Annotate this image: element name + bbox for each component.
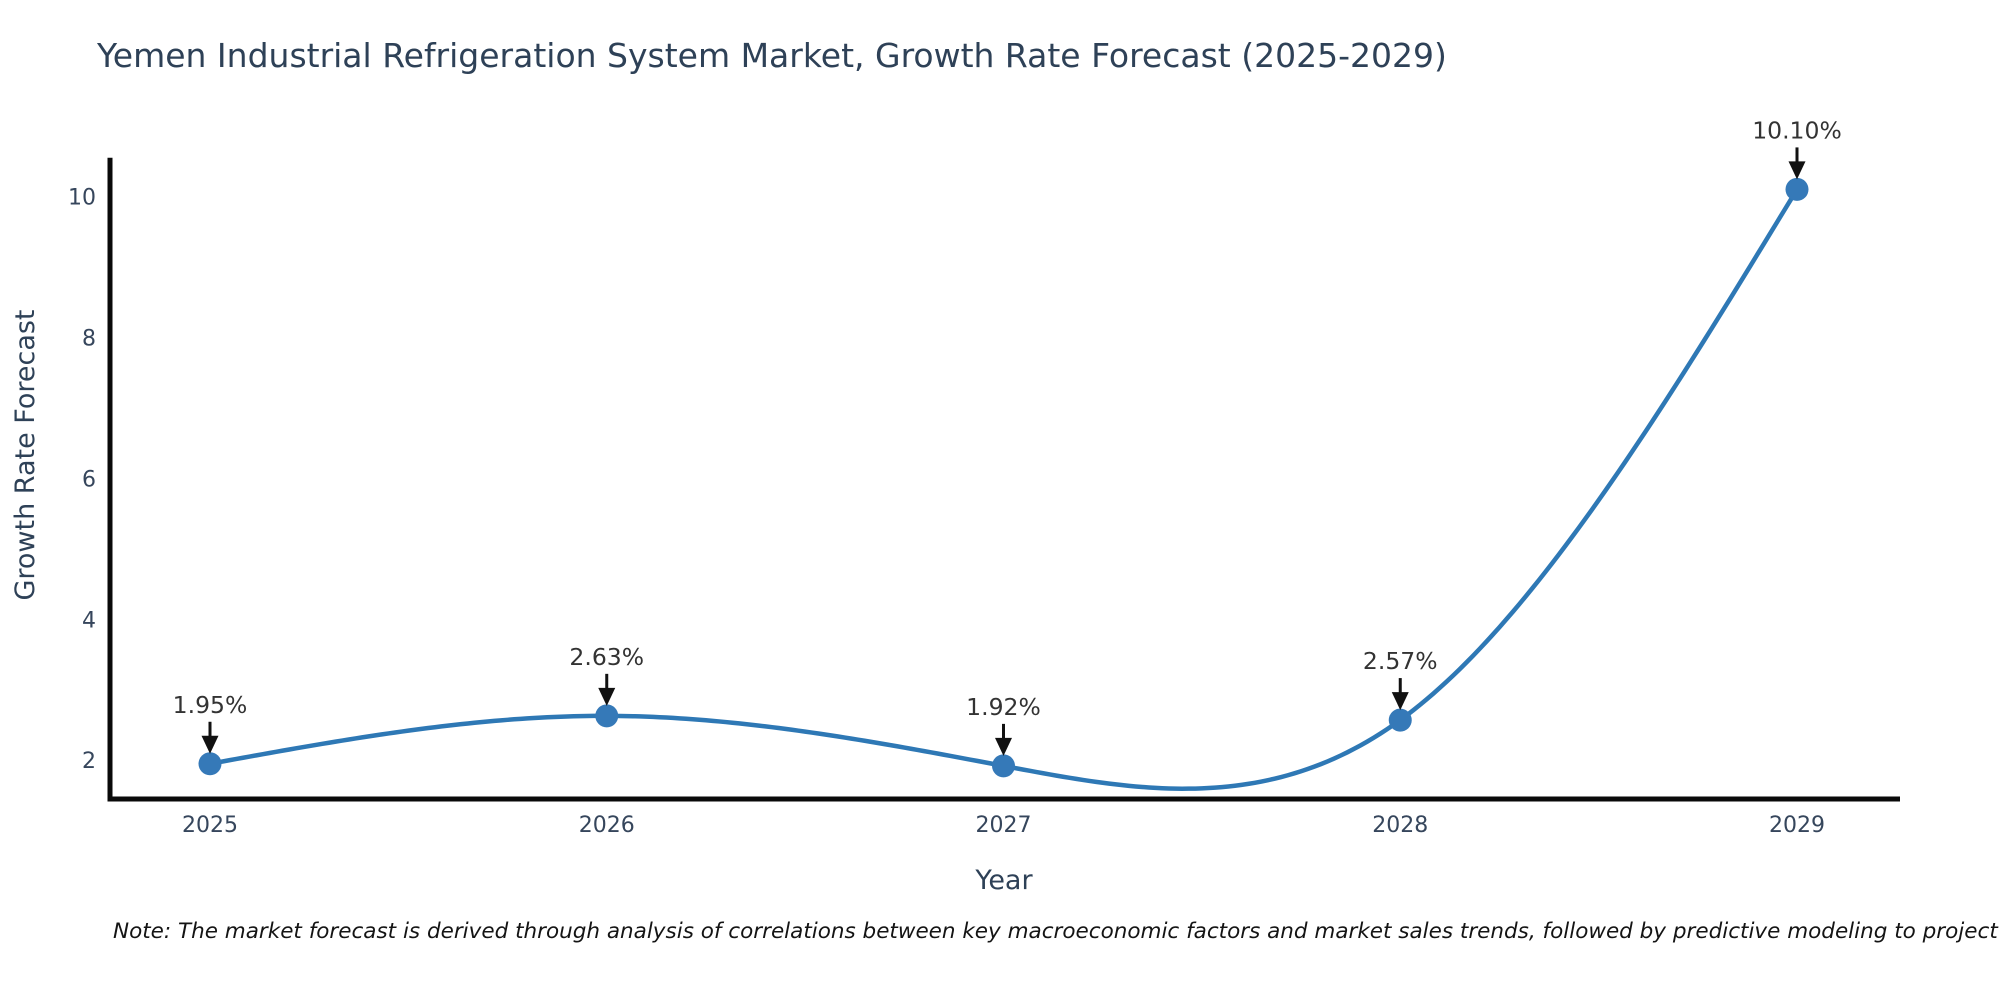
x-tick-label: 2028 — [1372, 813, 1428, 838]
x-tick-label: 2026 — [579, 813, 635, 838]
data-point — [992, 754, 1015, 778]
annotation-arrowhead-icon — [598, 687, 616, 706]
footnote: Note: The market forecast is derived thr… — [113, 919, 2000, 944]
annotation-arrowhead-icon — [201, 735, 219, 754]
point-value-label: 1.92% — [966, 693, 1041, 721]
point-value-label: 10.10% — [1752, 116, 1842, 144]
point-value-label: 1.95% — [173, 691, 248, 719]
data-point — [1785, 177, 1809, 201]
x-tick-label: 2025 — [182, 813, 238, 838]
y-tick-label: 4 — [82, 608, 96, 633]
data-point — [1388, 708, 1412, 732]
x-tick-label: 2027 — [976, 813, 1032, 838]
point-value-label: 2.57% — [1363, 647, 1438, 675]
annotation-arrowhead-icon — [1788, 161, 1806, 180]
data-point — [595, 704, 619, 728]
y-tick-label: 2 — [82, 749, 96, 774]
chart-title: Yemen Industrial Refrigeration System Ma… — [97, 36, 1447, 75]
data-point — [198, 752, 222, 776]
y-axis-title: Growth Rate Forecast — [10, 309, 41, 601]
x-tick-label: 2029 — [1769, 813, 1825, 838]
y-tick-label: 8 — [82, 326, 96, 351]
x-axis-title: Year — [975, 865, 1033, 896]
y-tick-label: 10 — [68, 185, 96, 210]
annotation-arrowhead-icon — [995, 737, 1012, 756]
annotation-arrowhead-icon — [1391, 692, 1409, 711]
y-tick-label: 6 — [82, 467, 96, 492]
point-value-label: 2.63% — [569, 643, 644, 671]
